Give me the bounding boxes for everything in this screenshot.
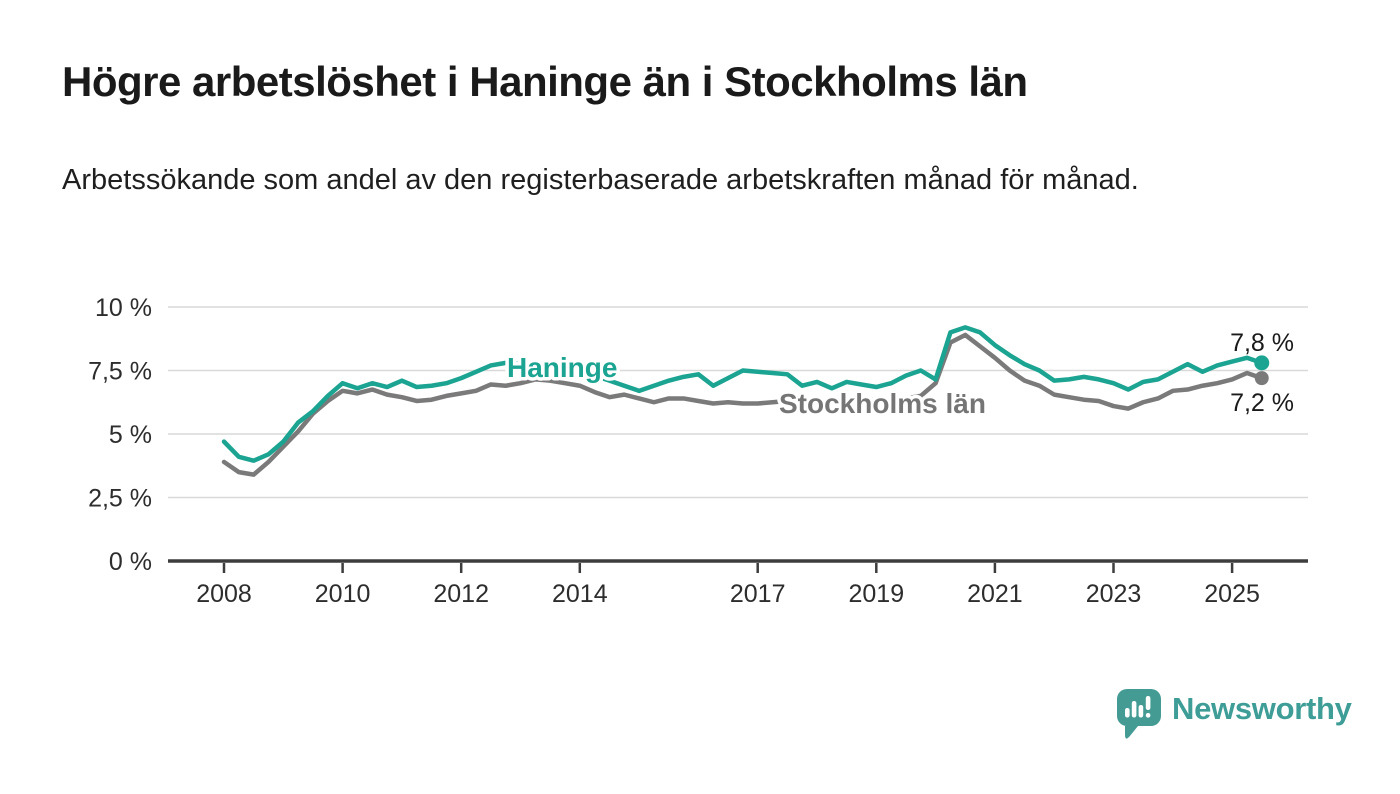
haninge-end-dot xyxy=(1254,355,1270,371)
x-axis-tick-label: 2021 xyxy=(967,580,1023,608)
x-axis-tick-label: 2019 xyxy=(848,580,904,608)
y-axis-tick-label: 5 % xyxy=(109,421,152,449)
haninge-line xyxy=(221,325,1264,463)
stockholm-line xyxy=(221,332,1264,477)
y-axis-tick-label: 10 % xyxy=(95,294,152,322)
haninge-series-label: Haninge xyxy=(507,352,617,383)
x-axis-tick-label: 2017 xyxy=(730,580,786,608)
logo-exclamation-bar xyxy=(1145,696,1151,710)
x-axis-tick-label: 2014 xyxy=(552,580,608,608)
x-axis-tick-label: 2008 xyxy=(196,580,252,608)
newsworthy-logo-icon xyxy=(1117,689,1161,739)
y-axis-tick-label: 0 % xyxy=(109,548,152,576)
chart-title: Högre arbetslöshet i Haninge än i Stockh… xyxy=(62,58,1028,105)
y-axis-tick-label: 7,5 % xyxy=(88,358,152,386)
logo-bar-2 xyxy=(1131,701,1137,718)
stockholm-end-dot xyxy=(1254,371,1269,386)
stockholm-series-label: Stockholms län xyxy=(779,388,986,419)
newsworthy-logo-text: Newsworthy xyxy=(1172,691,1352,726)
x-axis-tick-label: 2010 xyxy=(315,580,371,608)
logo-bar-1 xyxy=(1125,708,1130,718)
logo-bar-3 xyxy=(1138,705,1144,718)
x-axis-tick-label: 2023 xyxy=(1086,580,1142,608)
x-axis-tick-label: 2012 xyxy=(433,580,489,608)
x-axis-tick-label: 2025 xyxy=(1204,580,1260,608)
stockholm-end-value-label: 7,2 % xyxy=(1230,389,1294,417)
haninge-end-value-label: 7,8 % xyxy=(1230,329,1294,357)
newsworthy-brand: Newsworthy xyxy=(1116,688,1352,742)
logo-exclamation-dot xyxy=(1145,713,1151,718)
y-axis-tick-label: 2,5 % xyxy=(88,485,152,513)
chart-subtitle: Arbetssökande som andel av den registerb… xyxy=(62,164,1139,196)
